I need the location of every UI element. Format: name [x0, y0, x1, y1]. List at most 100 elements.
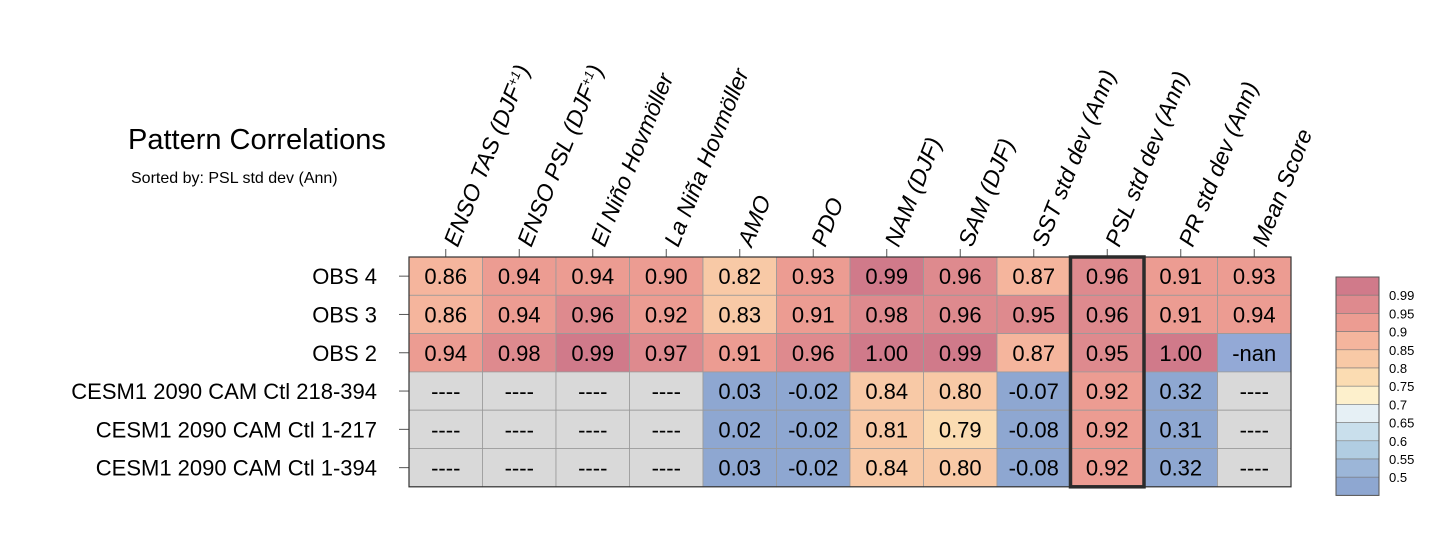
- cell-value: 0.94: [1233, 302, 1276, 327]
- colorbar-segment: [1335, 440, 1380, 460]
- row-label-obs-2: OBS 2: [312, 341, 377, 366]
- cell-value: 0.81: [865, 417, 908, 442]
- cell-value: -0.02: [788, 417, 838, 442]
- cell-value: 0.99: [939, 341, 982, 366]
- colorbar-segment: [1335, 404, 1380, 423]
- cell-value: ----: [505, 417, 534, 442]
- cell-value: 0.96: [1086, 302, 1129, 327]
- heatmap-cell: [702, 294, 777, 334]
- cell-value: 0.94: [498, 302, 541, 327]
- colorbar-label: 0.5: [1389, 470, 1407, 485]
- cell-value: 0.96: [792, 341, 835, 366]
- heatmap-cell: [702, 371, 777, 411]
- colorbar-segment: [1335, 313, 1380, 332]
- cell-value: ----: [505, 456, 534, 481]
- colorbar-segment: [1335, 422, 1380, 442]
- heatmap-cell: [1217, 409, 1292, 449]
- colorbar-label: 0.9: [1389, 325, 1407, 340]
- column-header-sam-djf: SAM (DJF): [953, 135, 1020, 250]
- heatmap-cell: [629, 448, 704, 488]
- heatmap-cell: [408, 333, 483, 373]
- heatmap-cell: [849, 294, 924, 334]
- heatmap-cell: [996, 448, 1071, 488]
- cell-value: ----: [652, 417, 681, 442]
- heatmap-cell: [776, 333, 851, 373]
- heatmap-cell: [482, 409, 557, 449]
- column-header-mean-score: Mean Score: [1247, 125, 1318, 250]
- cell-value: 0.97: [645, 341, 688, 366]
- cell-value: ----: [578, 456, 607, 481]
- heatmap-cell: [482, 371, 557, 411]
- heatmap-cell: [1217, 256, 1292, 296]
- heatmap-cell: [996, 294, 1071, 334]
- heatmap-cell: [408, 409, 483, 449]
- colorbar-label: 0.55: [1389, 452, 1414, 467]
- cell-value: 0.82: [718, 264, 761, 289]
- heatmap-cell: [555, 371, 630, 411]
- heatmap-cell: [482, 294, 557, 334]
- colorbar-segment: [1335, 349, 1380, 369]
- cell-value: -0.08: [1009, 417, 1059, 442]
- heatmap-cell: [482, 256, 557, 296]
- cell-value: 0.93: [1233, 264, 1276, 289]
- cell-value: 0.84: [865, 379, 908, 404]
- colorbar-segment: [1335, 385, 1380, 405]
- cell-value: 0.92: [1086, 417, 1129, 442]
- highlighted-column-box: [1068, 255, 1146, 489]
- row-label-cesm1-2090-cam-ctl-1-394: CESM1 2090 CAM Ctl 1-394: [96, 456, 377, 481]
- cell-value: 0.91: [718, 341, 761, 366]
- heatmap-cell: [555, 448, 630, 488]
- heatmap-cell: [408, 371, 483, 411]
- cell-value: 0.96: [939, 302, 982, 327]
- cell-value: ----: [1240, 379, 1269, 404]
- cell-value: 0.80: [939, 456, 982, 481]
- cell-value: ----: [652, 379, 681, 404]
- cell-value: ----: [431, 417, 460, 442]
- colorbar-label: 0.95: [1389, 306, 1414, 321]
- grid-border: [408, 256, 1292, 488]
- cell-value: 0.87: [1012, 264, 1055, 289]
- heatmap-cell: [1217, 294, 1292, 334]
- colorbar-segment: [1335, 367, 1380, 387]
- cell-value: ----: [431, 379, 460, 404]
- cell-value: 0.98: [498, 341, 541, 366]
- cell-value: 0.91: [1159, 302, 1202, 327]
- column-header-nam-djf: NAM (DJF): [879, 134, 946, 250]
- cell-value: 0.91: [1159, 264, 1202, 289]
- cell-value: 0.94: [571, 264, 614, 289]
- colorbar-label: 0.99: [1389, 288, 1414, 303]
- cell-value: 0.79: [939, 417, 982, 442]
- heatmap-cell: [1217, 448, 1292, 488]
- cell-value: 0.80: [939, 379, 982, 404]
- colorbar-segment: [1335, 276, 1380, 296]
- cell-value: 0.84: [865, 456, 908, 481]
- column-header-amo: AMO: [732, 191, 777, 251]
- heatmap-cell: [702, 448, 777, 488]
- cell-value: 0.96: [939, 264, 982, 289]
- cell-value: 0.92: [645, 302, 688, 327]
- column-header-pr-std-dev-ann: PR std dev (Ann): [1173, 78, 1263, 250]
- cell-value: 0.31: [1159, 417, 1202, 442]
- colorbar-segment: [1335, 331, 1380, 351]
- row-label-obs-3: OBS 3: [312, 302, 377, 327]
- colorbar-border: [1335, 276, 1380, 496]
- cell-value: ----: [431, 456, 460, 481]
- heatmap-cell: [849, 409, 924, 449]
- cell-value: ----: [578, 379, 607, 404]
- heatmap-cell: [1143, 409, 1218, 449]
- heatmap-cell: [996, 409, 1071, 449]
- cell-value: 0.95: [1012, 302, 1055, 327]
- cell-value: 0.91: [792, 302, 835, 327]
- chart-subtitle: Sorted by: PSL std dev (Ann): [131, 170, 338, 187]
- colorbar-segment: [1335, 294, 1380, 314]
- heatmap-cell: [1070, 333, 1145, 373]
- heatmap-cell: [996, 256, 1071, 296]
- heatmap-cell: [555, 333, 630, 373]
- cell-value: 0.99: [571, 341, 614, 366]
- heatmap-cell: [776, 448, 851, 488]
- cell-value: 0.98: [865, 302, 908, 327]
- cell-value: -0.02: [788, 379, 838, 404]
- cell-value: ----: [1240, 456, 1269, 481]
- cell-value: 0.83: [718, 302, 761, 327]
- cell-value: ----: [652, 456, 681, 481]
